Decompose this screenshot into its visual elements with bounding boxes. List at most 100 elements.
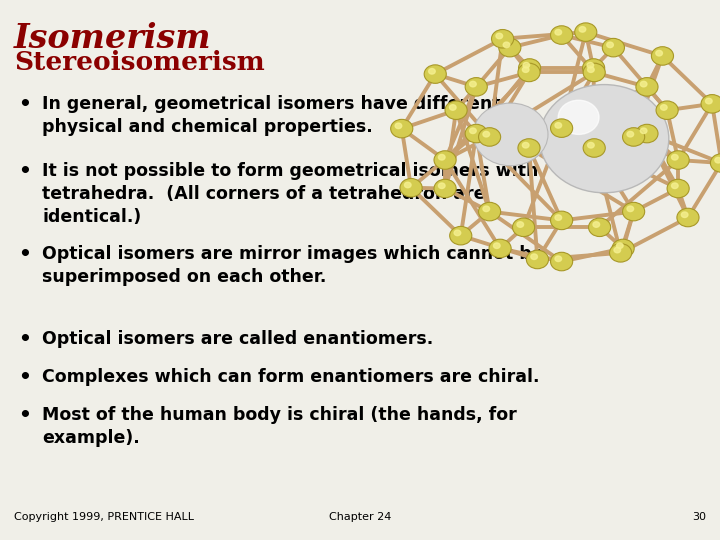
Circle shape: [434, 179, 456, 198]
Text: In general, geometrical isomers have different
physical and chemical properties.: In general, geometrical isomers have dif…: [42, 95, 500, 136]
Text: It is not possible to form geometrical isomers with
tetrahedra.  (All corners of: It is not possible to form geometrical i…: [42, 162, 539, 226]
Circle shape: [473, 103, 548, 166]
Circle shape: [391, 119, 413, 138]
Circle shape: [555, 256, 562, 261]
Circle shape: [517, 222, 523, 227]
Circle shape: [588, 143, 594, 148]
Circle shape: [623, 202, 644, 221]
Circle shape: [660, 105, 667, 110]
Circle shape: [656, 50, 662, 56]
Circle shape: [681, 212, 688, 218]
Circle shape: [636, 78, 658, 96]
Text: Most of the human body is chiral (the hands, for
example).: Most of the human body is chiral (the ha…: [42, 406, 517, 447]
Circle shape: [656, 101, 678, 119]
Circle shape: [465, 78, 487, 96]
Circle shape: [522, 67, 529, 72]
Circle shape: [593, 222, 600, 227]
Text: •: •: [18, 245, 31, 264]
Text: •: •: [18, 162, 31, 181]
Text: •: •: [18, 368, 31, 387]
Text: •: •: [18, 95, 31, 114]
Circle shape: [518, 63, 540, 82]
Circle shape: [711, 154, 720, 172]
Circle shape: [479, 202, 500, 221]
Circle shape: [652, 46, 673, 65]
Text: Chapter 24: Chapter 24: [329, 512, 391, 522]
Text: 30: 30: [692, 512, 706, 522]
Circle shape: [483, 206, 490, 212]
Circle shape: [677, 208, 699, 227]
Circle shape: [614, 247, 621, 253]
Circle shape: [551, 252, 572, 271]
Circle shape: [582, 59, 605, 77]
Text: •: •: [18, 330, 31, 349]
Text: Isomerism: Isomerism: [14, 22, 212, 55]
Circle shape: [701, 94, 720, 113]
Circle shape: [499, 38, 521, 57]
Circle shape: [555, 123, 562, 128]
Circle shape: [465, 124, 487, 143]
Text: Copyright 1999, PRENTICE HALL: Copyright 1999, PRENTICE HALL: [14, 512, 194, 522]
Circle shape: [623, 127, 644, 146]
Circle shape: [518, 59, 541, 77]
Circle shape: [523, 63, 530, 68]
Circle shape: [640, 82, 647, 87]
Circle shape: [531, 254, 537, 259]
Circle shape: [469, 82, 476, 87]
Circle shape: [428, 69, 435, 74]
Circle shape: [588, 67, 594, 72]
Circle shape: [479, 127, 500, 146]
Circle shape: [636, 124, 658, 143]
Text: Optical isomers are mirror images which cannot be
superimposed on each other.: Optical isomers are mirror images which …: [42, 245, 544, 286]
Circle shape: [555, 30, 562, 35]
Circle shape: [496, 33, 503, 39]
Circle shape: [434, 151, 456, 169]
Circle shape: [513, 218, 535, 237]
Circle shape: [438, 183, 445, 188]
Circle shape: [503, 42, 510, 48]
Circle shape: [583, 139, 606, 157]
Circle shape: [438, 154, 445, 160]
Circle shape: [610, 244, 631, 262]
Circle shape: [526, 250, 549, 269]
Circle shape: [445, 101, 467, 119]
Circle shape: [551, 211, 572, 230]
Circle shape: [575, 23, 597, 42]
Circle shape: [424, 65, 446, 83]
Circle shape: [607, 42, 613, 48]
Circle shape: [640, 128, 647, 133]
Circle shape: [583, 63, 606, 82]
Circle shape: [587, 63, 593, 68]
Circle shape: [489, 239, 511, 258]
Circle shape: [492, 30, 513, 48]
Circle shape: [627, 131, 634, 137]
Text: •: •: [18, 406, 31, 425]
Circle shape: [706, 98, 712, 104]
Circle shape: [672, 154, 678, 160]
Circle shape: [616, 243, 623, 248]
Circle shape: [715, 158, 720, 163]
Circle shape: [588, 218, 611, 237]
Text: Complexes which can form enantiomers are chiral.: Complexes which can form enantiomers are…: [42, 368, 539, 386]
Circle shape: [627, 206, 634, 212]
Circle shape: [454, 230, 461, 235]
Circle shape: [539, 85, 669, 193]
Circle shape: [449, 105, 456, 110]
Circle shape: [667, 179, 689, 198]
Circle shape: [400, 179, 422, 197]
Circle shape: [555, 215, 562, 220]
Circle shape: [579, 26, 586, 32]
Text: Stereoisomerism: Stereoisomerism: [14, 50, 265, 75]
Text: Optical isomers are called enantiomers.: Optical isomers are called enantiomers.: [42, 330, 433, 348]
Circle shape: [469, 128, 476, 133]
Circle shape: [395, 123, 402, 129]
Circle shape: [518, 139, 540, 157]
Circle shape: [522, 143, 529, 148]
Circle shape: [493, 243, 500, 248]
Circle shape: [450, 226, 472, 245]
Circle shape: [405, 182, 411, 188]
Circle shape: [667, 151, 689, 169]
Circle shape: [612, 239, 634, 258]
Circle shape: [483, 131, 490, 137]
Circle shape: [551, 26, 572, 44]
